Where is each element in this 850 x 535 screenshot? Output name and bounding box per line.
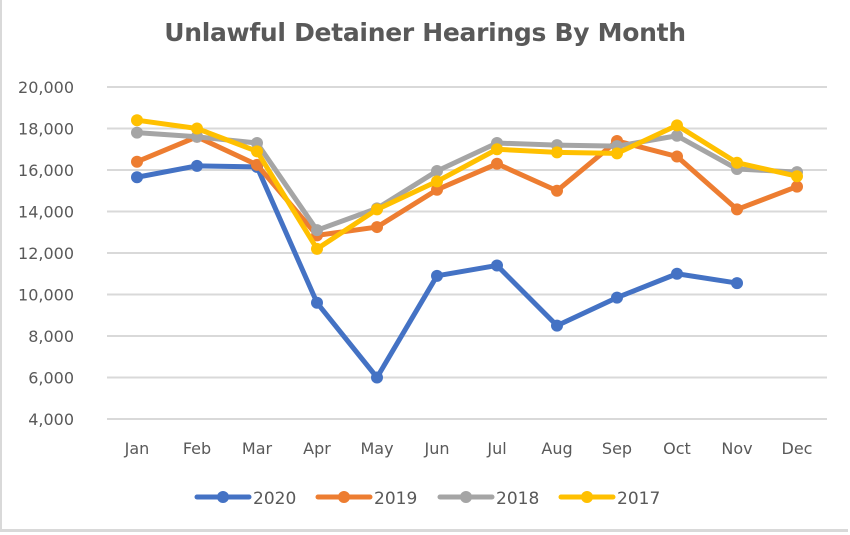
legend-item-2018: 2018 — [437, 489, 539, 509]
x-tick-label: Dec — [782, 439, 813, 458]
legend-label-2018: 2018 — [496, 489, 539, 509]
legend-marker-2020 — [217, 491, 229, 503]
data-point-2017-may — [371, 203, 383, 216]
y-tick-label: 12,000 — [18, 244, 74, 263]
series-2017 — [131, 114, 803, 255]
x-tick-label: Oct — [663, 439, 691, 458]
legend: 2020 2019 2018 2017 — [194, 489, 660, 509]
data-point-2017-mar — [251, 145, 263, 158]
legend-item-2017: 2017 — [558, 489, 660, 509]
data-point-2017-oct — [671, 119, 683, 132]
data-point-2019-may — [371, 221, 383, 234]
x-tick-label: Nov — [721, 439, 752, 458]
data-point-2019-oct — [671, 150, 683, 163]
x-tick-label: Jul — [486, 439, 506, 458]
y-tick-label: 4,000 — [28, 410, 74, 429]
data-point-2018-mar — [251, 137, 263, 150]
data-point-2017-jan — [131, 114, 143, 127]
x-tick-label: May — [360, 439, 393, 458]
x-tick-label: Jun — [424, 439, 450, 458]
y-tick-label: 10,000 — [18, 286, 74, 305]
data-point-2019-dec — [791, 180, 803, 193]
legend-marker-2018 — [460, 491, 472, 503]
data-point-2017-jul — [491, 143, 503, 156]
y-tick-label: 18,000 — [18, 120, 74, 139]
data-point-2018-jan — [131, 126, 143, 139]
chart-title: Unlawful Detainer Hearings By Month — [164, 18, 686, 47]
data-point-2017-dec — [791, 170, 803, 183]
data-point-2020-jan — [131, 171, 143, 184]
data-point-2018-feb — [191, 130, 203, 143]
data-point-2018-jun — [431, 165, 443, 178]
data-point-2020-jun — [431, 269, 443, 282]
data-point-2017-nov — [731, 156, 743, 169]
y-axis-ticks: 4,000 6,000 8,000 10,000 12,000 14,000 16,000 1… — [18, 78, 74, 429]
data-point-2019-jan — [131, 155, 143, 168]
data-point-2019-nov — [731, 203, 743, 216]
y-tick-label: 8,000 — [28, 327, 74, 346]
legend-label-2017: 2017 — [617, 489, 660, 509]
series-line-2018 — [134, 130, 800, 233]
y-tick-label: 20,000 — [18, 78, 74, 97]
data-point-2017-feb — [191, 122, 203, 135]
legend-label-2020: 2020 — [253, 489, 296, 509]
series-line-2019 — [134, 134, 800, 238]
data-point-2017-sep — [611, 147, 623, 160]
y-tick-label: 16,000 — [18, 161, 74, 180]
gridlines — [107, 86, 827, 420]
series-2020 — [131, 159, 743, 384]
series-lines — [131, 114, 803, 384]
x-tick-label: Sep — [602, 439, 632, 458]
legend-label-2019: 2019 — [374, 489, 417, 509]
data-point-2018-oct — [671, 129, 683, 142]
data-point-2020-jul — [491, 259, 503, 272]
y-tick-label: 14,000 — [18, 203, 74, 222]
data-point-2019-mar — [251, 158, 263, 171]
data-point-2017-jun — [431, 175, 443, 188]
y-tick-label: 6,000 — [28, 369, 74, 388]
data-point-2017-apr — [311, 242, 323, 255]
legend-item-2019: 2019 — [315, 489, 417, 509]
data-point-2017-aug — [551, 146, 563, 159]
x-axis-ticks: Jan Feb Mar Apr May Jun Jul Aug Sep Oct Nov Dec — [124, 439, 813, 458]
x-tick-label: Jan — [124, 439, 150, 458]
data-point-2019-jun — [431, 183, 443, 196]
data-point-2020-oct — [671, 267, 683, 280]
x-tick-label: Feb — [183, 439, 211, 458]
data-point-2020-may — [371, 371, 383, 384]
data-point-2020-feb — [191, 159, 203, 172]
data-point-2020-sep — [611, 291, 623, 304]
legend-item-2020: 2020 — [194, 489, 296, 509]
legend-marker-2019 — [338, 491, 350, 503]
legend-marker-2017 — [581, 491, 593, 503]
data-point-2019-jul — [491, 157, 503, 170]
x-tick-label: Apr — [303, 439, 331, 458]
x-tick-label: Aug — [541, 439, 572, 458]
data-point-2020-apr — [311, 296, 323, 309]
data-point-2018-apr — [311, 224, 323, 237]
x-tick-label: Mar — [242, 439, 273, 458]
series-line-2017 — [134, 117, 800, 252]
data-point-2020-nov — [731, 277, 743, 290]
data-point-2020-aug — [551, 319, 563, 332]
data-point-2019-aug — [551, 184, 563, 197]
